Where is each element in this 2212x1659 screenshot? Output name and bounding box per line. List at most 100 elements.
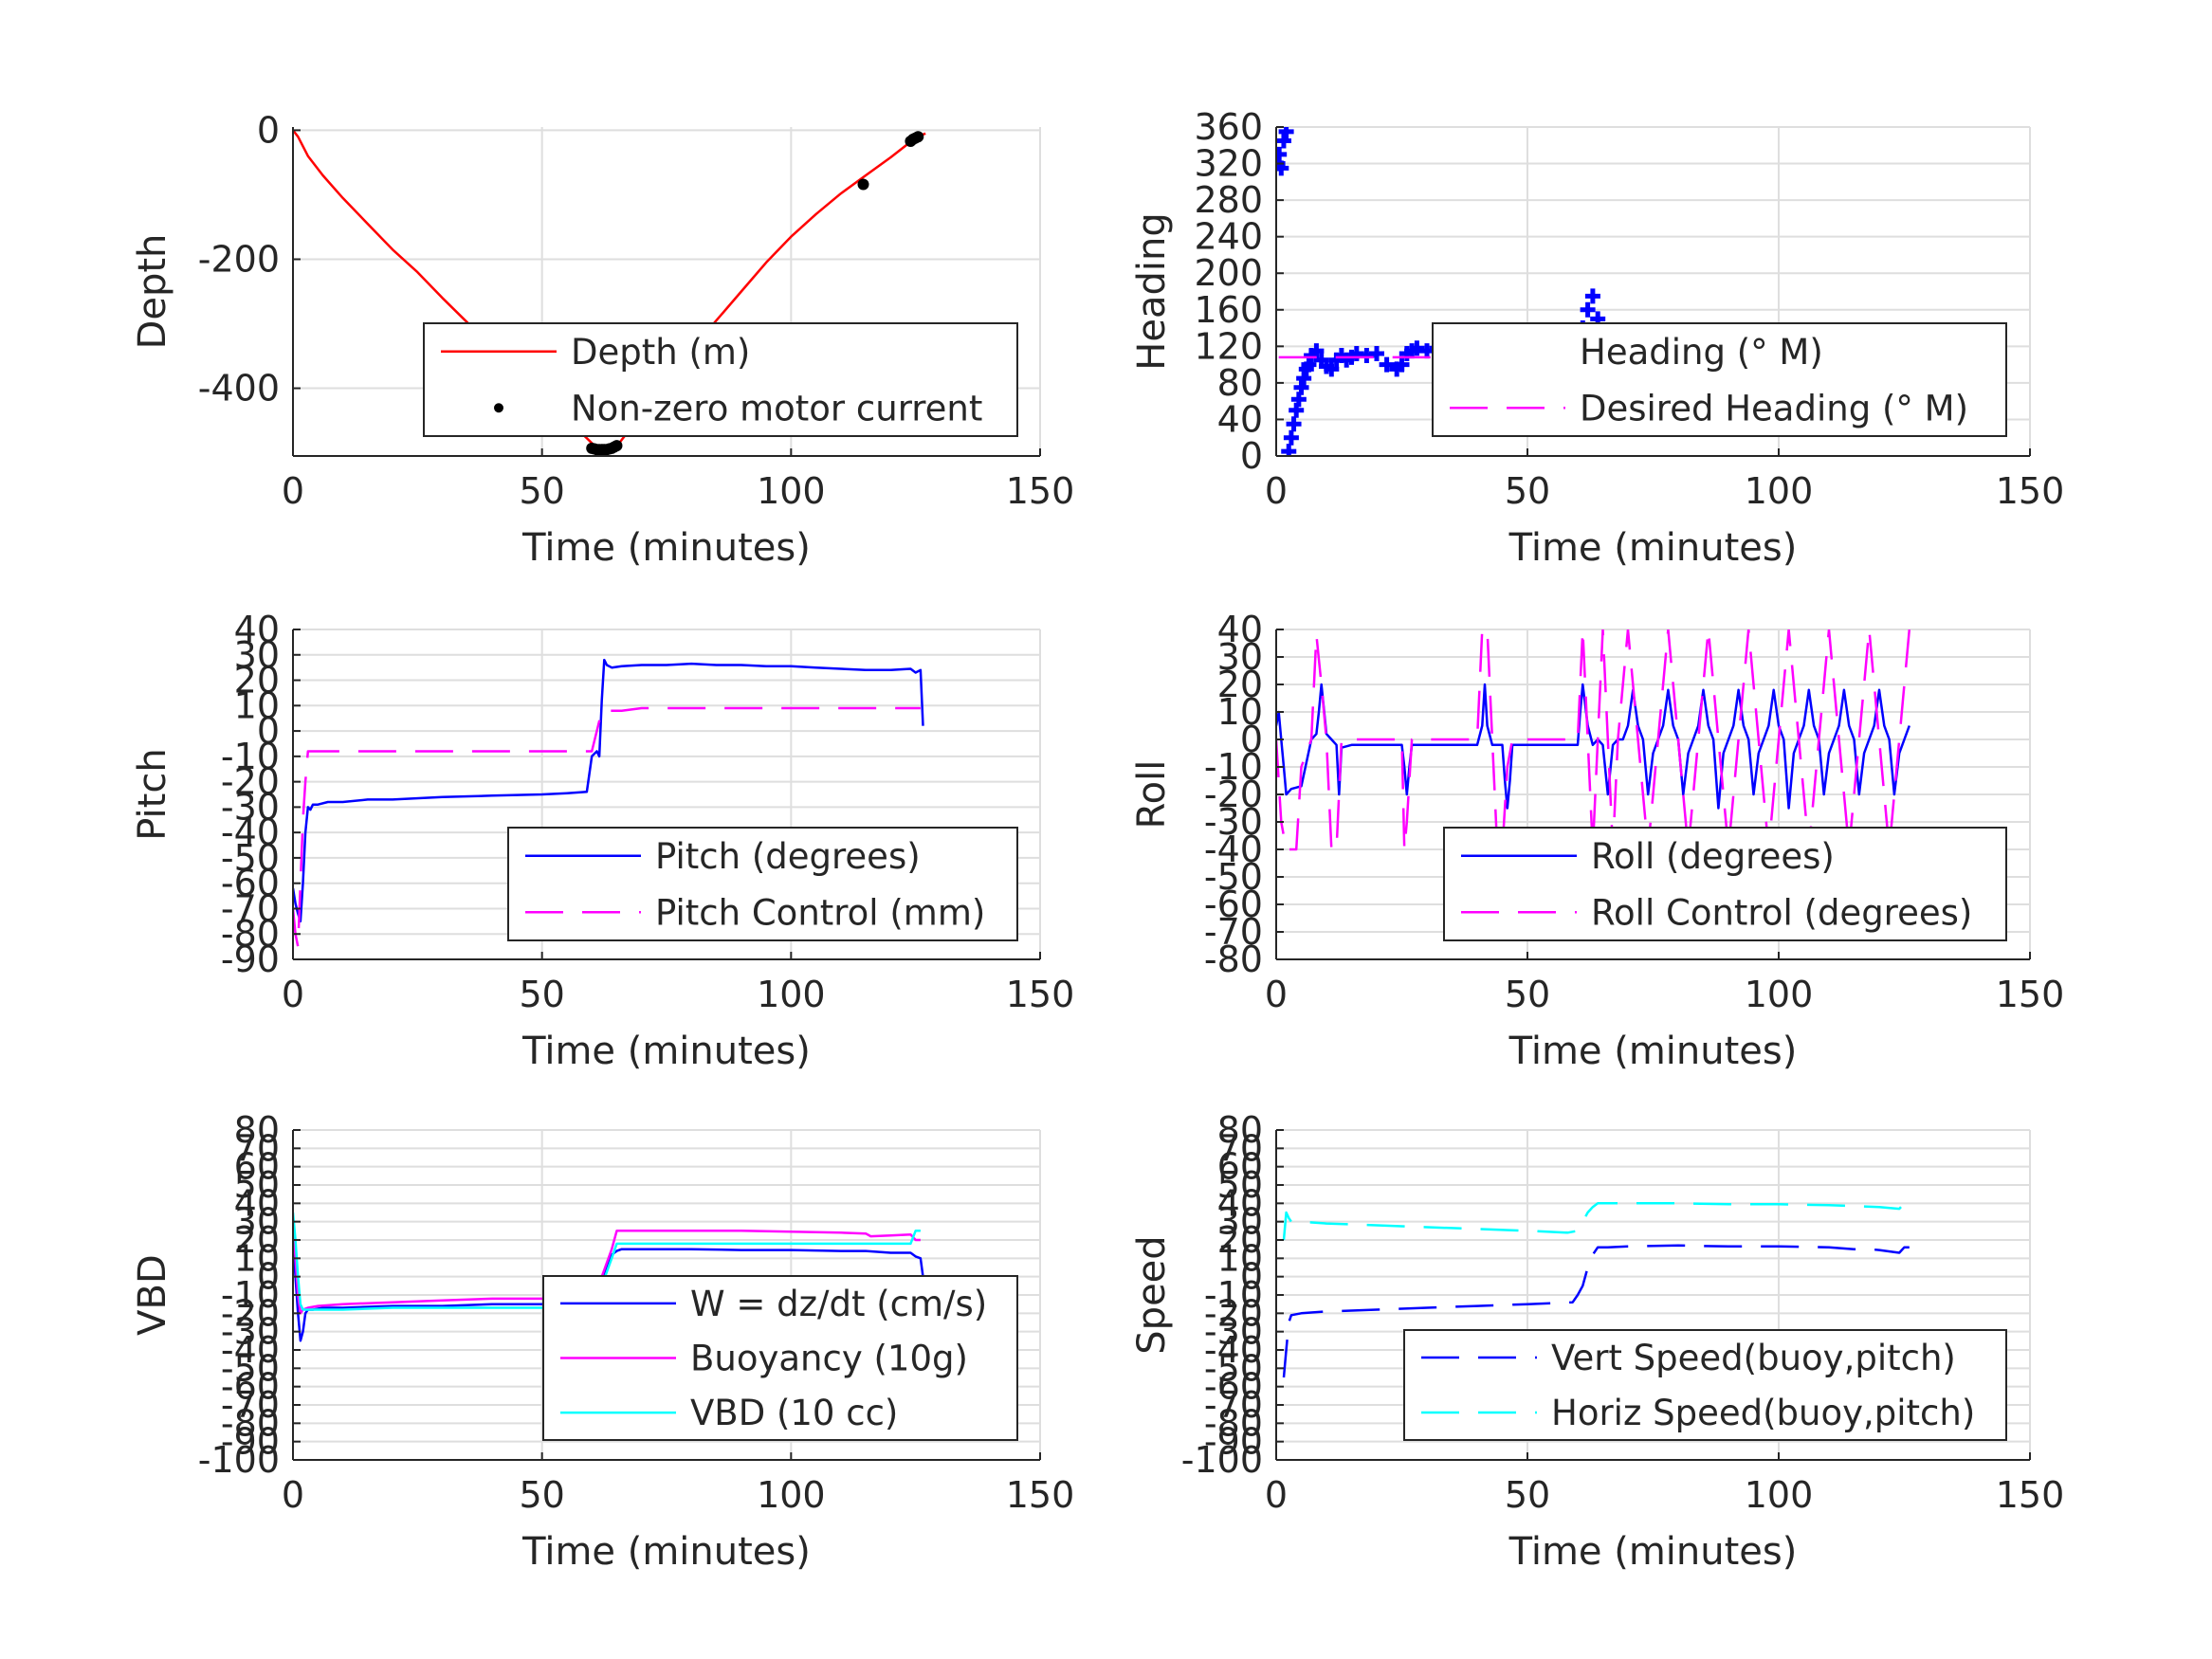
heading-x-tick-label: 0 <box>1265 470 1288 512</box>
speed-legend-box <box>1403 1329 2007 1441</box>
heading-y-tick-label: 0 <box>1240 435 1263 477</box>
heading-y-tick-label: 40 <box>1217 398 1263 440</box>
heading-series-1-point <box>1369 346 1384 362</box>
vbd-y-tick-label: -30 <box>221 1311 280 1353</box>
vbd-y-tick-label: -60 <box>221 1366 280 1408</box>
roll-y-tick-label: -10 <box>1204 746 1263 788</box>
heading-series-1-point <box>1276 146 1288 162</box>
pitch-y-tick-label: -60 <box>221 863 280 904</box>
heading-series-1-point <box>1301 356 1317 373</box>
roll-y-tick-label: -40 <box>1204 829 1263 870</box>
pitch-y-tick-label: 0 <box>257 710 280 752</box>
heading-x-axis-label: Time (minutes) <box>1508 526 1798 570</box>
vbd-y-axis-label: VBD <box>131 1254 174 1336</box>
heading-series-1-point <box>1394 356 1410 373</box>
speed-subplot: 0 50 100 15080706050403020100-10-20-30-40-5… <box>1130 1109 2064 1574</box>
roll-y-tick-label: 0 <box>1240 719 1263 760</box>
speed-y-tick-label: -80 <box>1204 1402 1263 1444</box>
heading-series-1-point <box>1283 429 1299 446</box>
pitch-subplot: 0 50 100 150403020100-10-20-30-40-50-60-70-… <box>131 609 1074 1073</box>
heading-series-1-point <box>1293 379 1309 395</box>
speed-x-tick-label: 150 <box>1996 1474 2065 1516</box>
roll-y-tick-label: 40 <box>1217 609 1263 650</box>
depth-legend: Depth (m) Non-zero motor current <box>423 322 1018 437</box>
vbd-subplot: 0 50 100 15080706050403020100-10-20-30-40-5… <box>131 1109 1074 1574</box>
pitch-legend-label: Pitch (degrees) <box>655 836 921 877</box>
vbd-x-tick-label: 50 <box>519 1474 564 1516</box>
roll-y-tick-label: -80 <box>1204 939 1263 980</box>
heading-y-tick-label: 160 <box>1194 289 1263 331</box>
roll-y-tick-label: 30 <box>1217 636 1263 678</box>
speed-y-tick-label: 20 <box>1217 1219 1263 1261</box>
speed-y-tick-label: -30 <box>1204 1311 1263 1353</box>
speed-y-tick-label: 40 <box>1217 1182 1263 1224</box>
roll-y-tick-label: -70 <box>1204 911 1263 953</box>
roll-x-tick-label: 0 <box>1265 974 1288 1015</box>
heading-series-1-point <box>1276 133 1291 149</box>
roll-subplot: 0 50 100 150403020100-10-20-30-40-50-60-70-… <box>1130 609 2064 1073</box>
depth-series-2-point <box>912 131 924 143</box>
roll-y-tick-label: -20 <box>1204 774 1263 815</box>
speed-y-tick-label: 0 <box>1240 1256 1263 1298</box>
speed-y-tick-label: 70 <box>1217 1127 1263 1169</box>
pitch-y-tick-label: -30 <box>221 786 280 828</box>
speed-y-tick-label: -10 <box>1204 1274 1263 1316</box>
vbd-legend: W = dz/dt (cm/s) Buoyancy (10g) VBD (10 cc… <box>542 1275 1018 1441</box>
pitch-x-axis-label: Time (minutes) <box>521 1030 811 1073</box>
roll-y-tick-label: -60 <box>1204 884 1263 925</box>
speed-y-tick-label: 10 <box>1217 1237 1263 1279</box>
heading-y-tick-label: 120 <box>1194 325 1263 367</box>
pitch-y-tick-label: -70 <box>221 887 280 929</box>
depth-legend-box <box>423 322 1018 437</box>
vbd-y-tick-label: 0 <box>257 1256 280 1298</box>
heading-series-1-point <box>1289 402 1305 418</box>
heading-series-1-point <box>1409 340 1425 356</box>
vbd-y-tick-label: -80 <box>221 1402 280 1444</box>
speed-series-group <box>1282 1194 1910 1378</box>
speed-y-tick-label: -90 <box>1204 1421 1263 1463</box>
roll-y-tick-label: 20 <box>1217 664 1263 705</box>
vbd-y-tick-label: 30 <box>234 1201 280 1243</box>
heading-series-1-point <box>1290 392 1307 408</box>
pitch-legend: Pitch (degrees) Pitch Control (mm) <box>507 827 1018 941</box>
heading-series-1-point <box>1580 301 1596 318</box>
heading-y-axis-label: Heading <box>1130 212 1174 370</box>
depth-legend-marker <box>494 403 503 413</box>
speed-series-2-line <box>1282 1194 1910 1241</box>
depth-x-axis-label: Time (minutes) <box>521 526 811 570</box>
heading-legend: Heading (° M) Desired Heading (° M) <box>1432 322 2007 437</box>
vbd-y-tick-label: -20 <box>221 1292 280 1334</box>
heading-y-tick-label: 280 <box>1194 179 1263 221</box>
vbd-y-tick-label: 80 <box>234 1109 280 1151</box>
depth-x-tick-label: 150 <box>1006 470 1075 512</box>
roll-x-tick-label: 150 <box>1996 974 2065 1015</box>
heading-series-1-point <box>1584 288 1600 304</box>
roll-legend: Roll (degrees) Roll Control (degrees) <box>1443 827 2007 941</box>
speed-y-tick-label: 30 <box>1217 1201 1263 1243</box>
pitch-y-tick-label: -90 <box>221 939 280 980</box>
speed-x-tick-label: 0 <box>1265 1474 1288 1516</box>
depth-y-axis-label: Depth <box>131 234 174 350</box>
speed-y-tick-label: -70 <box>1204 1384 1263 1426</box>
depth-y-tick-label: -200 <box>198 238 280 280</box>
depth-y-tick-label: -400 <box>198 368 280 410</box>
speed-y-tick-label: 50 <box>1217 1164 1263 1206</box>
vbd-x-tick-label: 0 <box>282 1474 304 1516</box>
pitch-x-tick-label: 50 <box>519 974 564 1015</box>
speed-legend: Vert Speed(buoy,pitch) Horiz Speed(buoy,p… <box>1403 1329 2007 1441</box>
roll-x-tick-label: 100 <box>1745 974 1814 1015</box>
pitch-y-tick-label: 40 <box>234 609 280 650</box>
pitch-legend-label: Pitch Control (mm) <box>655 892 985 933</box>
heading-x-tick-label: 150 <box>1996 470 2065 512</box>
pitch-y-tick-label: -10 <box>221 736 280 777</box>
roll-series-1-line <box>1276 683 1910 810</box>
speed-legend-label: Horiz Speed(buoy,pitch) <box>1551 1393 1975 1433</box>
roll-x-tick-label: 50 <box>1505 974 1550 1015</box>
roll-series-group <box>1276 629 1911 851</box>
heading-y-tick-label: 360 <box>1194 106 1263 148</box>
roll-series-2-line <box>1276 629 1911 851</box>
pitch-x-tick-label: 0 <box>282 974 304 1015</box>
vbd-y-tick-label: -50 <box>221 1347 280 1389</box>
heading-series-1-point <box>1308 343 1325 359</box>
